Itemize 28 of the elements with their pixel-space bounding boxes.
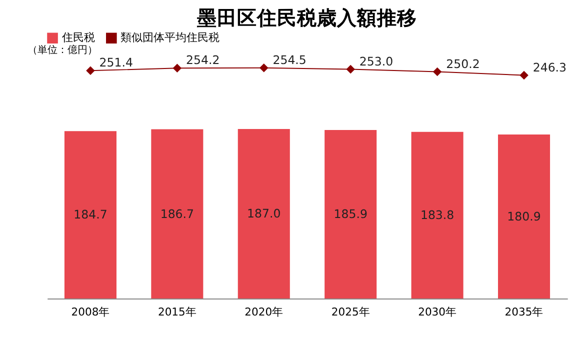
data-label: 250.2 [446,56,480,71]
point [86,66,95,76]
data-label: 180.9 [507,209,541,224]
data-label: 184.7 [74,208,108,222]
x-tick-label: 2015年 [158,306,196,319]
data-label: 254.2 [186,53,220,68]
point [432,67,442,76]
legend-label: 住民税 [62,31,95,44]
point [346,64,355,74]
chart-title: 墨田区住民税歳入額推移 [196,6,418,30]
x-tick-label: 2025年 [331,306,370,319]
data-label: 254.5 [272,52,306,67]
x-tick-label: 2035年 [504,306,544,319]
point [172,64,182,73]
data-label: 187.0 [247,206,281,221]
data-label: 246.3 [532,60,567,74]
legend-label: 類似団体平均住民税 [120,31,220,44]
x-tick-label: 2020年 [244,306,284,319]
point [260,63,268,72]
x-tick-label: 2008年 [71,306,110,319]
data-label: 185.9 [334,207,368,222]
data-label: 251.4 [99,56,133,70]
point [520,70,528,80]
x-tick-label: 2030年 [418,306,457,319]
data-label: 186.7 [160,206,194,221]
text: （単位：億円） [27,44,98,56]
data-label: 183.8 [420,208,454,222]
data-label: 253.0 [359,54,394,68]
